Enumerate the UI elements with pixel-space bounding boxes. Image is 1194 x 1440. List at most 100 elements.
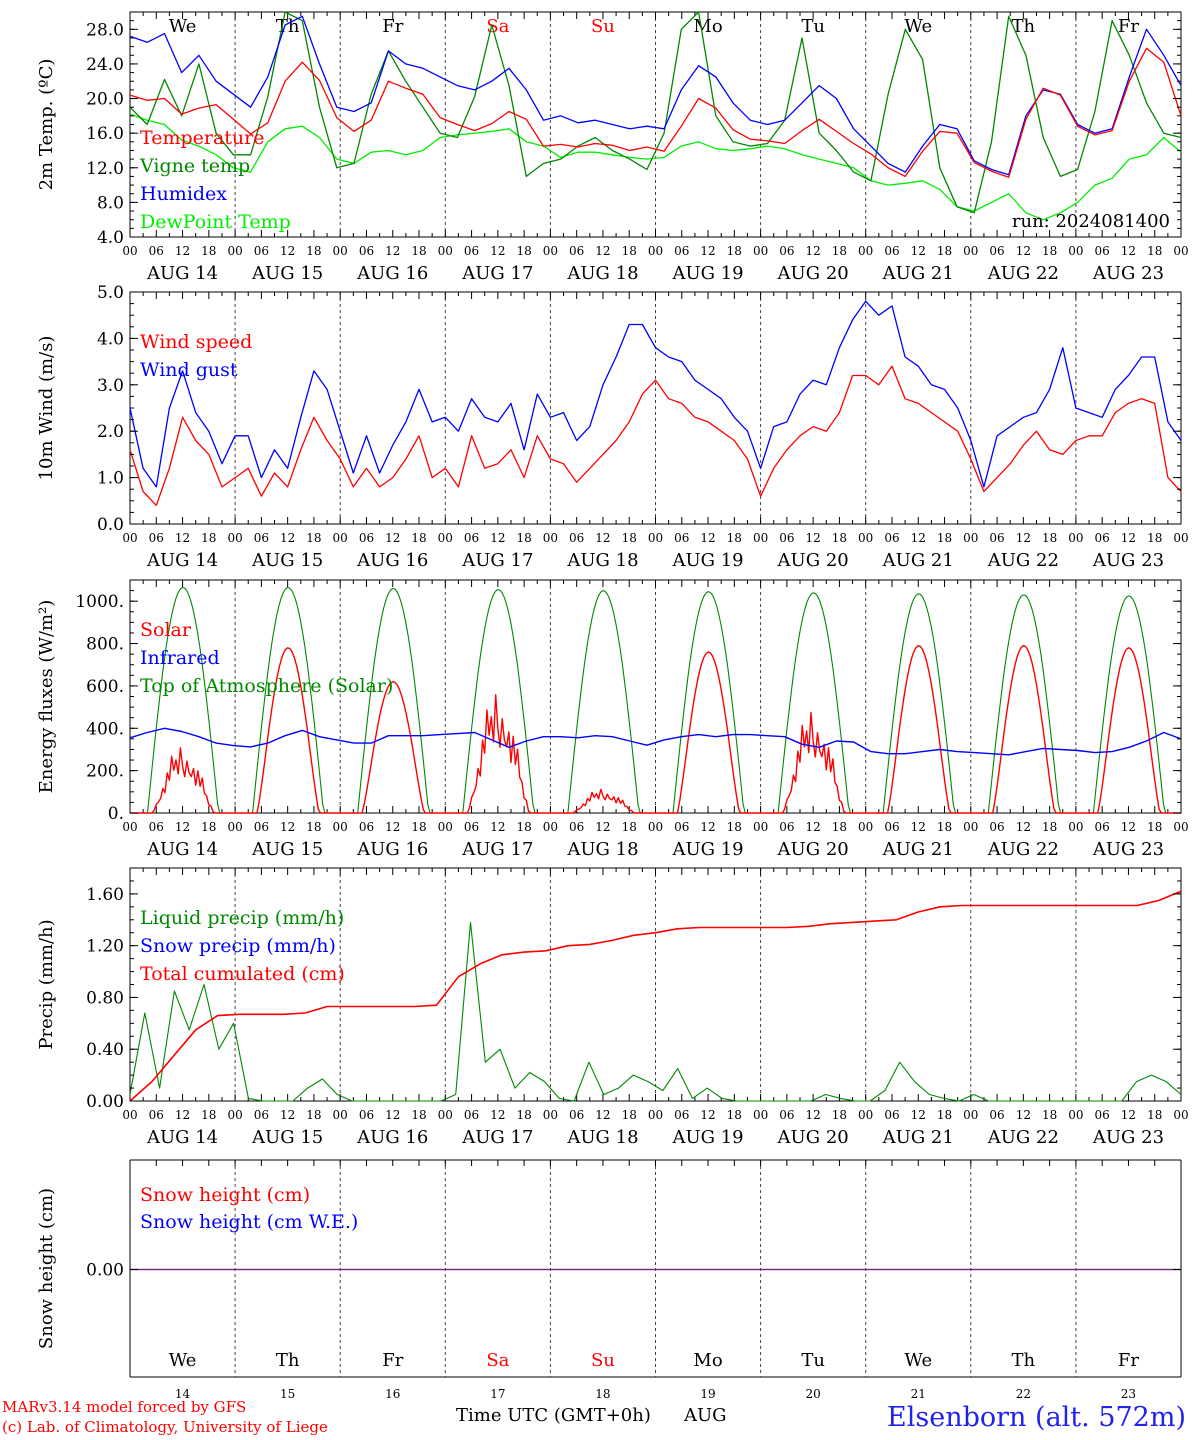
x-day-label: AUG 21 bbox=[882, 550, 954, 571]
y-axis-label-5: Snow height (cm) bbox=[36, 1188, 57, 1349]
x-tick-label: 06 bbox=[149, 820, 164, 834]
x-tick-label: 12 bbox=[385, 531, 400, 545]
x-tick-label: 00 bbox=[438, 1108, 453, 1122]
series-humidex bbox=[129, 15, 1182, 176]
x-tick-label: 00 bbox=[1068, 531, 1083, 545]
x-tick-label: 18 bbox=[727, 820, 742, 834]
x-day-label: AUG 22 bbox=[987, 839, 1059, 860]
series-infrared bbox=[129, 727, 1182, 756]
x-tick-label: 00 bbox=[1173, 820, 1188, 834]
x-tick-label: 18 bbox=[1147, 820, 1162, 834]
x-tick-label: 18 bbox=[411, 1108, 426, 1122]
x-tick-label: 18 bbox=[306, 820, 321, 834]
weekday-label: Mo bbox=[693, 16, 722, 37]
credit-model: MARv3.14 model forced by GFS bbox=[2, 1398, 247, 1416]
x-tick-label: 06 bbox=[884, 1108, 899, 1122]
legend-item: DewPoint Temp bbox=[140, 211, 291, 233]
x-tick-label: 12 bbox=[911, 1108, 926, 1122]
x-day-label: AUG 16 bbox=[356, 263, 428, 284]
x-tick-label: 18 bbox=[937, 244, 952, 258]
x-tick-label: 18 bbox=[411, 820, 426, 834]
day-number-label: 21 bbox=[911, 1387, 926, 1401]
x-day-label: AUG 16 bbox=[356, 1127, 428, 1148]
x-tick-label: 18 bbox=[937, 531, 952, 545]
x-tick-label: 12 bbox=[595, 820, 610, 834]
x-tick-label: 18 bbox=[306, 531, 321, 545]
x-tick-label: 12 bbox=[1121, 1108, 1136, 1122]
x-day-label: AUG 16 bbox=[356, 839, 428, 860]
x-tick-label: 18 bbox=[306, 1108, 321, 1122]
y-tick-label: 600. bbox=[86, 677, 124, 697]
x-day-label: AUG 14 bbox=[146, 263, 218, 284]
x-tick-label: 00 bbox=[122, 1108, 137, 1122]
x-tick-label: 06 bbox=[779, 244, 794, 258]
x-tick-label: 12 bbox=[1016, 531, 1031, 545]
x-tick-label: 18 bbox=[201, 244, 216, 258]
x-day-label: AUG 17 bbox=[461, 263, 533, 284]
x-tick-label: 00 bbox=[1173, 244, 1188, 258]
x-day-label: AUG 15 bbox=[251, 839, 323, 860]
x-day-label: AUG 14 bbox=[146, 550, 218, 571]
x-tick-label: 00 bbox=[858, 1108, 873, 1122]
series-wind-gust bbox=[129, 300, 1182, 488]
y-axis-label-1: 2m Temp. (ºC) bbox=[36, 59, 57, 191]
x-day-label: AUG 14 bbox=[146, 1127, 218, 1148]
x-tick-label: 12 bbox=[911, 820, 926, 834]
x-tick-label: 00 bbox=[648, 820, 663, 834]
x-tick-label: 06 bbox=[569, 820, 584, 834]
x-tick-label: 18 bbox=[1042, 531, 1057, 545]
x-tick-label: 00 bbox=[1068, 820, 1083, 834]
legend-item: Wind speed bbox=[140, 331, 252, 353]
x-day-label: AUG 18 bbox=[566, 1127, 638, 1148]
x-axis-month: AUG bbox=[684, 1405, 727, 1426]
x-tick-label: 06 bbox=[989, 820, 1004, 834]
legend-item: Vigne temp bbox=[139, 155, 250, 177]
weekday-label-bottom: Su bbox=[591, 1350, 615, 1371]
x-day-label: AUG 14 bbox=[146, 839, 218, 860]
legend-item: Snow height (cm) bbox=[140, 1184, 310, 1206]
credit-lab: (c) Lab. of Climatology, University of L… bbox=[2, 1418, 328, 1436]
x-tick-label: 00 bbox=[753, 1108, 768, 1122]
x-day-label: AUG 19 bbox=[671, 550, 743, 571]
x-tick-label: 00 bbox=[543, 1108, 558, 1122]
x-tick-label: 12 bbox=[175, 531, 190, 545]
x-day-label: AUG 17 bbox=[461, 1127, 533, 1148]
x-tick-label: 18 bbox=[727, 1108, 742, 1122]
x-tick-label: 12 bbox=[806, 531, 821, 545]
x-tick-label: 00 bbox=[333, 531, 348, 545]
y-tick-label: 4.0 bbox=[97, 329, 124, 349]
series-total-cumulated bbox=[129, 890, 1182, 1102]
x-day-label: AUG 23 bbox=[1092, 1127, 1164, 1148]
x-tick-label: 06 bbox=[1095, 531, 1110, 545]
x-day-label: AUG 21 bbox=[882, 263, 954, 284]
x-tick-label: 00 bbox=[122, 531, 137, 545]
x-tick-label: 18 bbox=[937, 820, 952, 834]
x-tick-label: 06 bbox=[464, 244, 479, 258]
weekday-label: We bbox=[904, 16, 932, 37]
y-tick-label: 200. bbox=[86, 762, 124, 782]
day-number-label: 14 bbox=[175, 1387, 191, 1401]
y-tick-label: 3.0 bbox=[97, 376, 124, 396]
x-tick-label: 00 bbox=[753, 244, 768, 258]
x-tick-label: 06 bbox=[149, 244, 164, 258]
x-day-label: AUG 23 bbox=[1092, 263, 1164, 284]
x-tick-label: 12 bbox=[595, 531, 610, 545]
x-day-label: AUG 21 bbox=[882, 1127, 954, 1148]
x-day-label: AUG 17 bbox=[461, 839, 533, 860]
x-tick-label: 06 bbox=[359, 531, 374, 545]
series-temperature bbox=[129, 47, 1182, 178]
x-tick-label: 00 bbox=[227, 820, 242, 834]
x-tick-label: 18 bbox=[516, 820, 531, 834]
x-tick-label: 12 bbox=[700, 531, 715, 545]
run-annotation: run: 2024081400 bbox=[1012, 211, 1170, 232]
day-number-label: 17 bbox=[490, 1387, 505, 1401]
x-tick-label: 06 bbox=[569, 244, 584, 258]
y-tick-label: 1000. bbox=[75, 592, 124, 612]
x-day-label: AUG 19 bbox=[671, 263, 743, 284]
x-tick-label: 06 bbox=[884, 244, 899, 258]
x-tick-label: 12 bbox=[700, 1108, 715, 1122]
x-tick-label: 12 bbox=[385, 244, 400, 258]
x-tick-label: 06 bbox=[149, 531, 164, 545]
day-number-label: 16 bbox=[385, 1387, 400, 1401]
